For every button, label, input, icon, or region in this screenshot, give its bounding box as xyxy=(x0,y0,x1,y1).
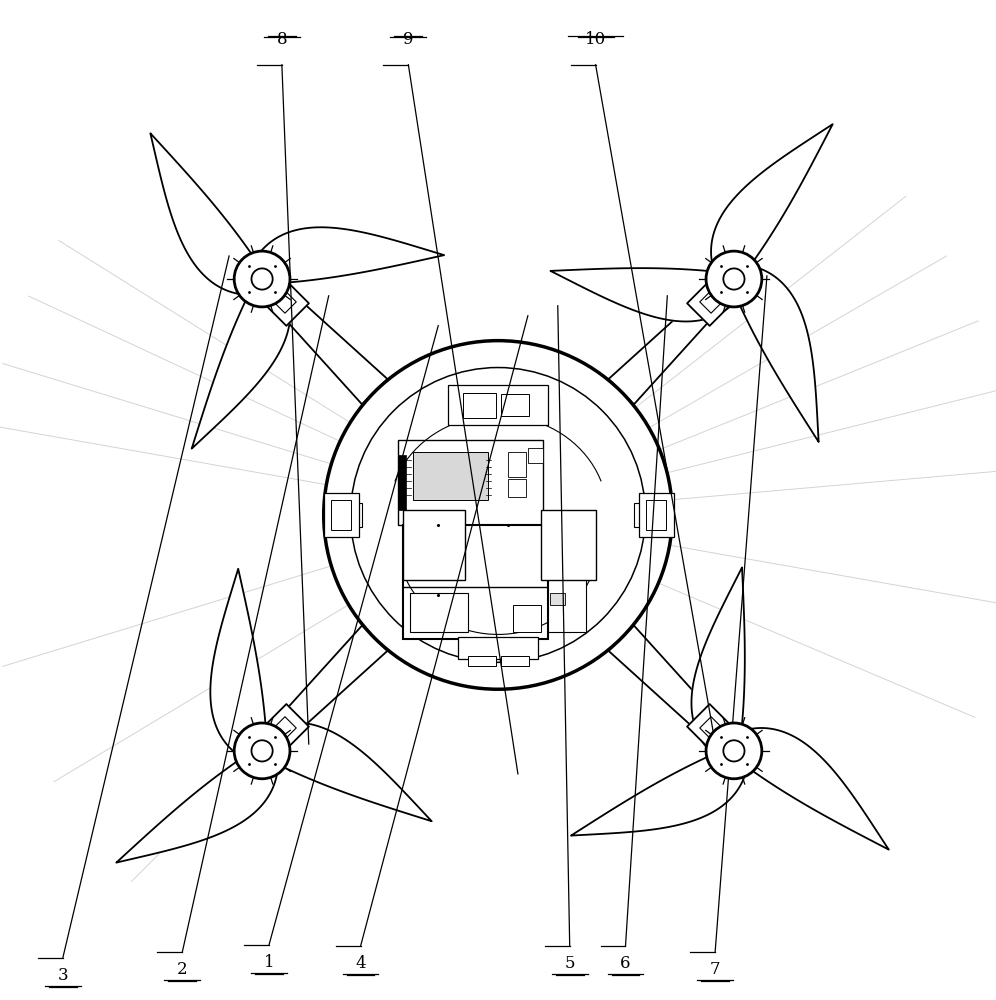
Text: 6: 6 xyxy=(621,955,630,972)
Text: 9: 9 xyxy=(403,31,413,48)
Text: 2: 2 xyxy=(177,961,187,978)
Polygon shape xyxy=(571,741,748,836)
Circle shape xyxy=(706,723,762,779)
Bar xyxy=(344,503,362,527)
Polygon shape xyxy=(262,704,309,751)
Circle shape xyxy=(723,740,745,761)
Bar xyxy=(550,593,565,605)
Polygon shape xyxy=(724,265,819,442)
Polygon shape xyxy=(551,268,749,321)
Polygon shape xyxy=(276,293,296,313)
Text: 7: 7 xyxy=(710,961,720,978)
Circle shape xyxy=(234,251,290,307)
Bar xyxy=(634,503,652,527)
Bar xyxy=(501,394,529,416)
Bar xyxy=(548,568,586,632)
Bar xyxy=(458,637,538,659)
Bar xyxy=(463,393,496,418)
Polygon shape xyxy=(255,272,387,404)
Text: 8: 8 xyxy=(277,31,287,48)
Text: 4: 4 xyxy=(356,955,366,972)
Polygon shape xyxy=(687,279,734,326)
Circle shape xyxy=(234,723,290,779)
Polygon shape xyxy=(720,728,888,850)
Bar xyxy=(403,525,548,639)
Polygon shape xyxy=(687,704,734,751)
Bar xyxy=(413,452,488,500)
Polygon shape xyxy=(691,567,745,766)
Polygon shape xyxy=(210,569,267,765)
Bar xyxy=(501,656,529,666)
Bar xyxy=(398,440,543,525)
Polygon shape xyxy=(248,227,444,284)
Polygon shape xyxy=(117,739,278,863)
Bar xyxy=(508,479,526,497)
Bar xyxy=(398,455,406,510)
Polygon shape xyxy=(609,272,741,404)
Polygon shape xyxy=(609,626,741,758)
Circle shape xyxy=(251,740,273,761)
Bar xyxy=(324,493,359,537)
Bar xyxy=(448,385,548,425)
Polygon shape xyxy=(276,717,296,737)
Text: 10: 10 xyxy=(585,31,607,48)
Bar xyxy=(468,656,496,666)
Bar xyxy=(541,510,596,580)
Polygon shape xyxy=(255,626,387,758)
Bar xyxy=(410,593,468,632)
Bar xyxy=(639,493,674,537)
Polygon shape xyxy=(150,133,274,295)
Polygon shape xyxy=(262,279,309,326)
Polygon shape xyxy=(700,717,720,737)
Circle shape xyxy=(723,268,745,290)
Polygon shape xyxy=(700,293,720,313)
Bar xyxy=(331,500,351,530)
Polygon shape xyxy=(247,723,431,821)
Text: 3: 3 xyxy=(58,967,68,984)
Circle shape xyxy=(324,341,672,689)
Text: 1: 1 xyxy=(264,954,274,971)
Bar xyxy=(508,452,526,477)
Polygon shape xyxy=(191,264,290,449)
Bar xyxy=(528,448,543,463)
Bar xyxy=(513,605,541,632)
Polygon shape xyxy=(711,124,833,293)
Text: 5: 5 xyxy=(565,955,575,972)
Bar xyxy=(646,500,666,530)
Circle shape xyxy=(706,251,762,307)
Circle shape xyxy=(251,268,273,290)
Bar xyxy=(403,510,465,580)
